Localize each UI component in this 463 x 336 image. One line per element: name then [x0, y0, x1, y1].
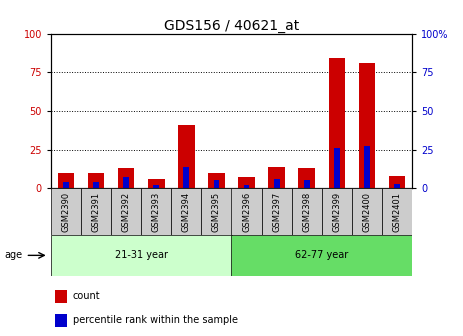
Bar	[153, 185, 159, 188]
Bar	[81, 188, 111, 235]
Bar	[322, 188, 352, 235]
Text: GSM2393: GSM2393	[152, 192, 161, 232]
Text: percentile rank within the sample: percentile rank within the sample	[73, 315, 238, 325]
Bar	[269, 167, 285, 188]
Text: 21-31 year: 21-31 year	[115, 250, 168, 260]
Bar	[171, 188, 201, 235]
Text: GSM2397: GSM2397	[272, 192, 281, 232]
Bar	[262, 188, 292, 235]
Text: GSM2396: GSM2396	[242, 192, 251, 232]
Bar	[51, 235, 232, 276]
Bar	[292, 188, 322, 235]
Bar	[382, 188, 412, 235]
Bar	[183, 167, 189, 188]
Text: GSM2391: GSM2391	[92, 192, 100, 232]
Bar	[213, 180, 219, 188]
Bar	[359, 63, 375, 188]
Bar	[148, 179, 164, 188]
Bar	[232, 188, 262, 235]
Bar	[51, 188, 81, 235]
Text: GSM2394: GSM2394	[182, 192, 191, 232]
Text: GSM2390: GSM2390	[62, 192, 70, 232]
Bar	[88, 173, 104, 188]
Bar	[111, 188, 141, 235]
Bar	[299, 168, 315, 188]
Bar	[352, 188, 382, 235]
Text: GSM2392: GSM2392	[122, 192, 131, 232]
Text: GSM2395: GSM2395	[212, 192, 221, 232]
Bar	[201, 188, 232, 235]
Bar	[58, 173, 74, 188]
Bar	[244, 185, 250, 188]
Title: GDS156 / 40621_at: GDS156 / 40621_at	[164, 18, 299, 33]
Text: count: count	[73, 291, 100, 301]
Bar	[55, 314, 67, 327]
Text: GSM2399: GSM2399	[332, 192, 341, 232]
Bar	[232, 235, 412, 276]
Bar	[274, 179, 280, 188]
Bar	[364, 146, 370, 188]
Bar	[55, 290, 67, 303]
Bar	[334, 148, 340, 188]
Bar	[118, 168, 134, 188]
Bar	[123, 177, 129, 188]
Bar	[394, 183, 400, 188]
Bar	[63, 182, 69, 188]
Text: GSM2400: GSM2400	[363, 192, 371, 232]
Bar	[141, 188, 171, 235]
Bar	[238, 177, 255, 188]
Text: 62-77 year: 62-77 year	[295, 250, 349, 260]
Text: GSM2401: GSM2401	[393, 192, 401, 232]
Bar	[208, 173, 225, 188]
Bar	[304, 180, 310, 188]
Bar	[329, 58, 345, 188]
Bar	[178, 125, 194, 188]
Text: age: age	[5, 250, 23, 260]
Bar	[389, 176, 405, 188]
Text: GSM2398: GSM2398	[302, 192, 311, 232]
Bar	[93, 182, 99, 188]
